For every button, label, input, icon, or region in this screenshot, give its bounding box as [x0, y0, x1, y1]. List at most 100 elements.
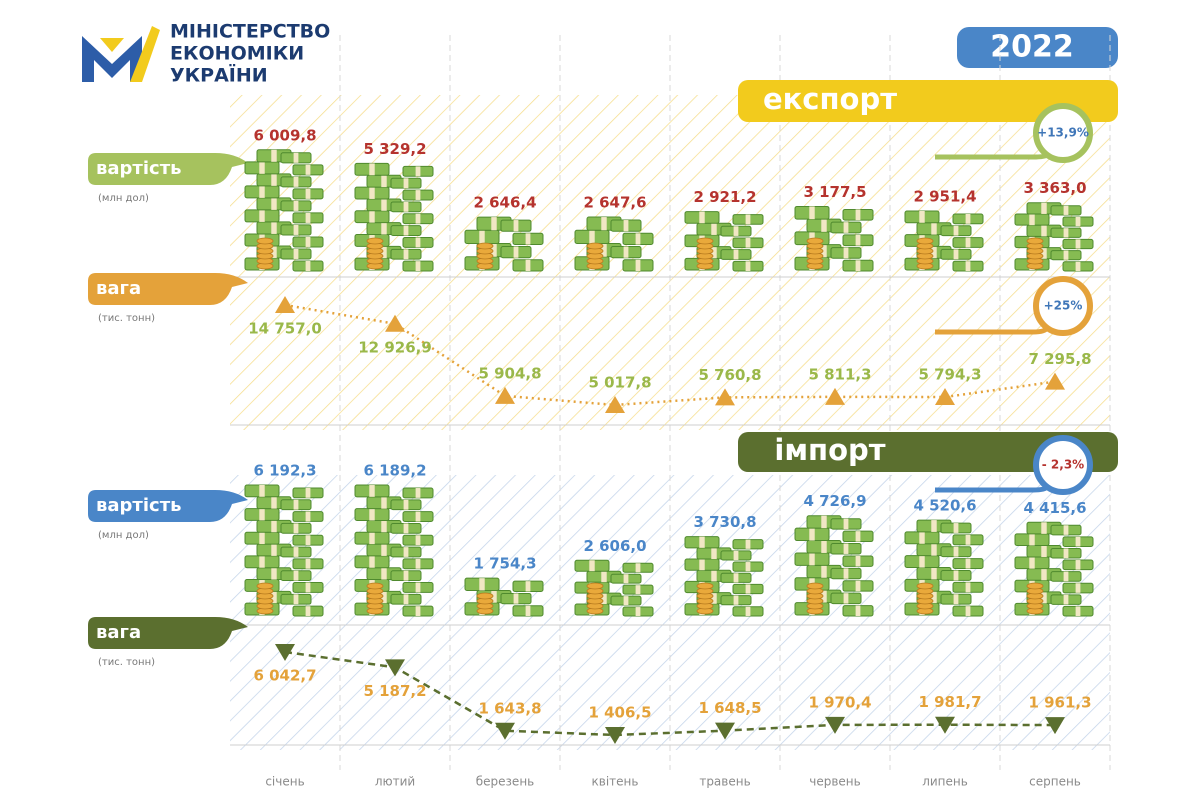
bill-band — [1063, 548, 1069, 559]
bill-band — [733, 226, 739, 236]
bill-band — [293, 200, 299, 211]
money-stack — [684, 536, 764, 617]
bill-band — [1041, 545, 1047, 558]
bill-band — [369, 187, 375, 199]
bill-band — [711, 547, 717, 560]
coin — [806, 237, 824, 245]
weight-marker — [1045, 717, 1065, 735]
bill-band — [1041, 247, 1047, 259]
weight-marker — [825, 716, 845, 734]
bill-band — [1075, 560, 1081, 570]
row-unit: (млн дол) — [98, 530, 149, 541]
bill-band — [733, 573, 739, 583]
bill-band — [745, 539, 751, 549]
bill-band — [1029, 533, 1035, 546]
bill-band — [931, 543, 937, 556]
bill-band — [635, 607, 641, 616]
change-connector — [935, 152, 1049, 160]
bill-band — [415, 511, 421, 522]
bill-band — [809, 206, 815, 220]
bill-band — [293, 594, 299, 605]
bill-band — [305, 582, 311, 593]
change-value: +13,9% — [1037, 126, 1089, 140]
bill-band — [965, 534, 971, 545]
value-label: 1 754,3 — [473, 555, 536, 573]
row-badge — [88, 273, 248, 305]
bill-band — [1075, 261, 1081, 271]
bill-band — [381, 496, 387, 509]
month-label: травень — [699, 775, 750, 789]
bill-band — [271, 173, 277, 186]
bill-band — [623, 596, 629, 606]
bill-band — [271, 197, 277, 210]
row-label: вартість — [96, 158, 182, 179]
weight-marker — [495, 722, 515, 740]
bill-band — [1063, 571, 1069, 582]
bill-band — [381, 246, 387, 259]
weight-marker — [715, 722, 735, 740]
value-label: 2 951,4 — [913, 187, 976, 205]
value-label: 5 811,3 — [808, 365, 871, 383]
logo-text: МІНІСТЕРСТВО — [170, 21, 330, 43]
money-stack — [464, 577, 544, 617]
bill-band — [305, 188, 311, 199]
bill-band — [843, 518, 849, 530]
bill-band — [821, 515, 827, 529]
weight-marker — [605, 396, 625, 413]
bill-band — [855, 605, 861, 616]
value-label: 6 009,8 — [253, 126, 316, 144]
bill-band — [623, 246, 629, 258]
weight-marker — [715, 388, 735, 406]
bill-band — [745, 606, 751, 616]
coin — [1026, 237, 1044, 245]
bill-band — [745, 584, 751, 594]
money-stack — [794, 515, 874, 617]
value-label: 2 606,0 — [583, 537, 646, 555]
bill-band — [491, 217, 497, 231]
bill-band — [479, 230, 485, 244]
row-badge — [88, 617, 248, 649]
bill-band — [369, 508, 375, 521]
bill-band — [259, 161, 265, 174]
bill-band — [821, 590, 827, 603]
logo-accent — [100, 38, 124, 52]
bill-band — [271, 496, 277, 509]
weight-marker — [605, 727, 625, 744]
bill-band — [513, 593, 519, 604]
bill-band — [305, 606, 311, 616]
money-stack — [244, 149, 324, 272]
bill-band — [635, 233, 641, 245]
value-label: 3 730,8 — [693, 513, 756, 531]
weight-line — [284, 650, 1056, 737]
row-badge — [88, 153, 248, 185]
money-stack — [1014, 202, 1094, 272]
bill-band — [381, 544, 387, 556]
bill-band — [601, 593, 607, 605]
bill-band — [745, 214, 751, 225]
section-banner — [738, 80, 1118, 122]
bill-band — [699, 559, 705, 571]
money-stack — [354, 484, 434, 617]
change-value: - 2,3% — [1042, 458, 1084, 472]
money-stack — [684, 211, 764, 272]
bill-band — [1063, 525, 1069, 535]
bill-band — [369, 532, 375, 545]
bill-band — [821, 540, 827, 553]
change-ring — [1033, 103, 1093, 163]
section-banner — [738, 432, 1118, 472]
bill-band — [733, 595, 739, 605]
bill-band — [601, 243, 607, 257]
bill-band — [589, 560, 595, 572]
bill-band — [525, 581, 531, 592]
bill-band — [1063, 250, 1069, 260]
bill-band — [1075, 239, 1081, 249]
money-stack — [464, 216, 544, 272]
bill-band — [711, 223, 717, 235]
bill-band — [271, 591, 277, 604]
bill-band — [843, 247, 849, 259]
bill-band — [855, 209, 861, 221]
bill-band — [305, 212, 311, 223]
bill-band — [403, 249, 409, 260]
value-label: 2 921,2 — [693, 188, 756, 206]
